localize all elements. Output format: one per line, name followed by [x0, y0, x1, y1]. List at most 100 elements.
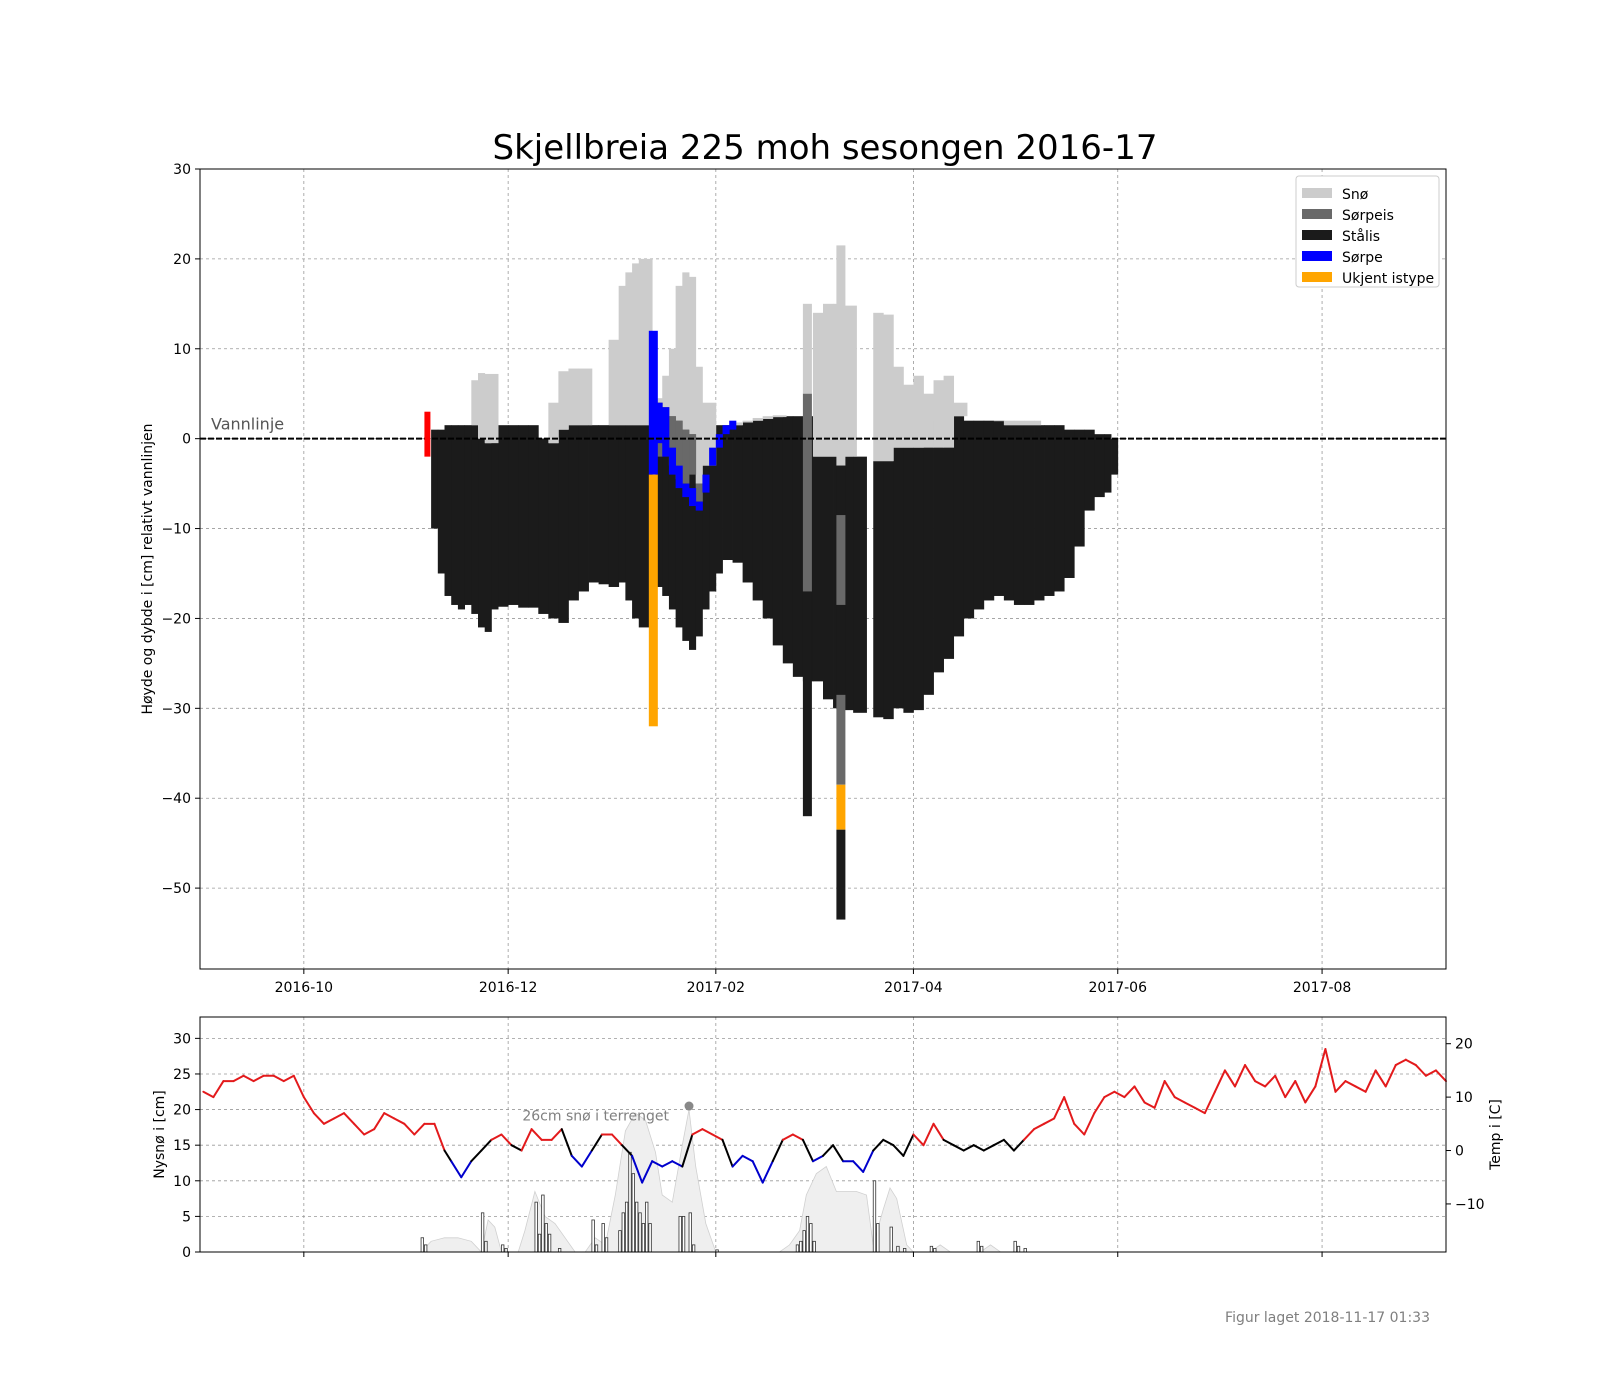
legend-swatch: [1302, 209, 1332, 219]
temperature-segment: [1183, 1101, 1196, 1109]
ice-layer-bar: [655, 398, 663, 403]
snow-depth-area: [203, 1109, 1446, 1253]
snowfall-bar: [638, 1212, 642, 1253]
ice-layer-bar: [491, 425, 499, 610]
ice-layer-bar: [662, 375, 670, 408]
temperature-segment: [1264, 1074, 1277, 1088]
ice-layer-bar: [695, 483, 703, 502]
temperature-segment: [671, 1160, 684, 1168]
temperature-segment: [1304, 1085, 1317, 1104]
ice-layer-bar: [662, 407, 670, 457]
ice-layer-bar: [729, 420, 737, 430]
snowfall-bar: [872, 1180, 877, 1253]
snowfall-bar: [594, 1244, 599, 1253]
ice-layer-bar: [655, 402, 663, 587]
snowfall-bar: [648, 1223, 652, 1253]
temperature-segment: [302, 1096, 315, 1115]
snowfall-bar: [591, 1219, 595, 1253]
y-tick-label: 0: [182, 432, 191, 448]
ice-layer-bar: [1084, 429, 1095, 511]
ice-layer-bar: [632, 263, 640, 426]
ice-layer-bar: [772, 415, 787, 418]
y-tick-label: −40: [161, 791, 191, 807]
ice-layer-bar: [498, 425, 509, 607]
ice-layer-bar: [732, 422, 744, 426]
temperature-segment: [761, 1160, 774, 1184]
x-tick-label: 2017-02: [687, 980, 746, 996]
temperature-segment: [972, 1144, 985, 1152]
temperature-segment: [641, 1160, 654, 1184]
ice-layer-bar: [484, 373, 499, 444]
ice-layer-bar: [709, 447, 717, 466]
ice-layer-bar: [722, 425, 733, 561]
ice-layer-bar: [993, 420, 1005, 422]
temperature-segment: [992, 1138, 1005, 1147]
ice-layer-bar: [558, 371, 569, 430]
ice-layer-bar: [772, 417, 784, 646]
temperature-segment: [862, 1149, 875, 1173]
snowfall-bar: [635, 1201, 639, 1253]
ice-layer-bar: [913, 447, 924, 711]
temperature-segment: [1334, 1080, 1347, 1093]
temperature-segment: [510, 1144, 523, 1152]
snowfall-bar: [681, 1215, 686, 1253]
temperature-segment: [1153, 1080, 1166, 1109]
snowfall-bar: [424, 1244, 428, 1253]
temperature-segment: [1033, 1122, 1046, 1131]
temperature-segment: [373, 1112, 386, 1131]
temperature-segment: [232, 1074, 245, 1083]
snowfall-bar: [802, 1230, 806, 1253]
ice-layer-bar: [598, 425, 610, 585]
temperature-segment: [560, 1128, 573, 1157]
temperature-segment: [1012, 1138, 1025, 1152]
temperature-segment: [1213, 1069, 1226, 1093]
temperature-segment: [1022, 1128, 1036, 1141]
ice-layer-bar: [843, 456, 854, 711]
temperature-segment: [343, 1112, 356, 1125]
snowfall-bar: [1013, 1240, 1017, 1253]
temperature-segment: [1374, 1069, 1387, 1088]
snowfall-bar: [980, 1245, 984, 1253]
ice-layer-bar: [578, 368, 593, 426]
snowfall-bar: [896, 1245, 900, 1253]
temperature-segment: [610, 1133, 624, 1147]
ice-layer-bar: [437, 429, 445, 574]
snowfall-bar: [889, 1226, 893, 1253]
ice-layer-bar: [632, 425, 640, 619]
y2-tick-label: 20: [1455, 1037, 1473, 1053]
y-tick-label: 15: [173, 1138, 191, 1154]
temperature-segment: [212, 1080, 225, 1099]
ice-layer-bar: [953, 416, 965, 637]
snowfall-bar: [795, 1244, 800, 1253]
x-tick-label: 2017-08: [1293, 980, 1352, 996]
ice-layer-bar: [668, 348, 677, 417]
temperature-segment: [1233, 1064, 1247, 1088]
temperature-segment: [520, 1128, 533, 1152]
temperature-segment: [480, 1138, 493, 1152]
snowfall-bar: [933, 1248, 937, 1253]
temperature-segment: [282, 1074, 295, 1083]
snowfall-bar: [1016, 1245, 1021, 1253]
ice-layer-bar: [715, 434, 723, 448]
y-tick-label: 0: [182, 1245, 191, 1261]
ice-layer-bar: [782, 416, 794, 664]
snowfall-bar: [504, 1248, 508, 1253]
snowfall-bar: [976, 1240, 980, 1253]
ice-layer-bar: [431, 429, 439, 529]
ice-layer-bar: [695, 483, 703, 637]
plot-frame: [199, 1016, 1447, 1253]
temperature-segment: [202, 1090, 215, 1099]
legend-label: Sørpe: [1342, 250, 1383, 266]
ice-layer-bar: [695, 366, 703, 484]
ice-layer-bar: [702, 465, 710, 610]
ice-layer-bar: [471, 425, 479, 614]
snowfall-bar: [534, 1201, 538, 1253]
y-tick-label: 25: [173, 1067, 191, 1083]
weather-axes: 26cm snø i terrenget 0 5 10 15 20 25 30 −10 0 10 20…: [152, 1016, 1504, 1261]
ice-layer-bar: [689, 276, 697, 435]
temperature-segment: [1434, 1069, 1447, 1083]
temperature-segment: [393, 1117, 406, 1125]
temperature-segment: [1063, 1096, 1076, 1125]
snowfall-bar: [621, 1212, 625, 1253]
